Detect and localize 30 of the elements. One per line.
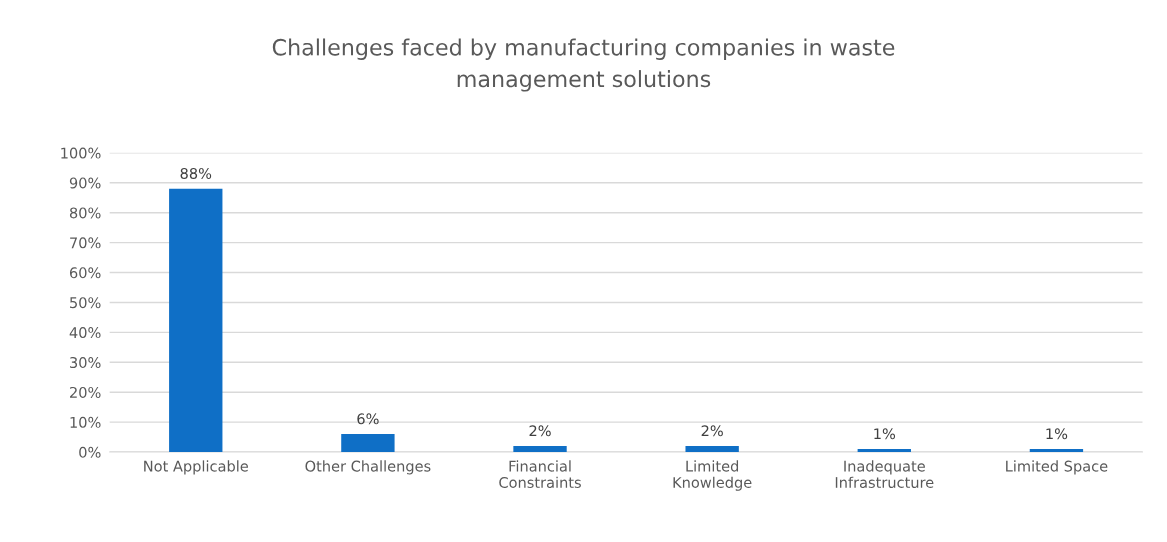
x-tick-label: Other Challenges xyxy=(305,460,431,475)
y-tick-label: 90% xyxy=(69,177,101,189)
bar xyxy=(341,434,395,453)
y-tick-label: 40% xyxy=(69,327,101,339)
chart-title: Challenges faced by manufacturing companies in waste management solutions xyxy=(272,38,895,92)
x-tick-label: Limited Knowledge xyxy=(673,460,752,491)
x-tick-label: Inadequate Infrastructure xyxy=(835,460,934,488)
x-tick-label: Financial Constraints xyxy=(499,460,581,488)
data-label: 88% xyxy=(180,167,212,179)
y-tick-label: 70% xyxy=(70,237,101,249)
y-tick-label: 80% xyxy=(69,207,101,219)
data-label: 2% xyxy=(701,425,723,437)
y-tick-label: 0% xyxy=(79,446,101,458)
bar xyxy=(1029,449,1084,453)
bar xyxy=(169,188,223,453)
y-tick-label: 100% xyxy=(61,147,101,159)
y-tick-label: 20% xyxy=(70,386,101,398)
y-tick-label: 10% xyxy=(70,416,101,428)
data-label: 1% xyxy=(874,428,896,440)
x-tick-label: Limited Space xyxy=(1006,460,1108,475)
bar xyxy=(513,446,567,453)
y-tick-label: 50% xyxy=(70,297,101,309)
x-tick-label: Not Applicable xyxy=(144,460,248,475)
y-tick-label: 30% xyxy=(70,356,101,369)
bar xyxy=(857,449,911,453)
data-label: 6% xyxy=(357,413,379,425)
bar xyxy=(685,446,739,453)
data-label: 1% xyxy=(1046,428,1068,440)
y-tick-label: 60% xyxy=(69,267,101,279)
data-label: 2% xyxy=(529,425,551,437)
